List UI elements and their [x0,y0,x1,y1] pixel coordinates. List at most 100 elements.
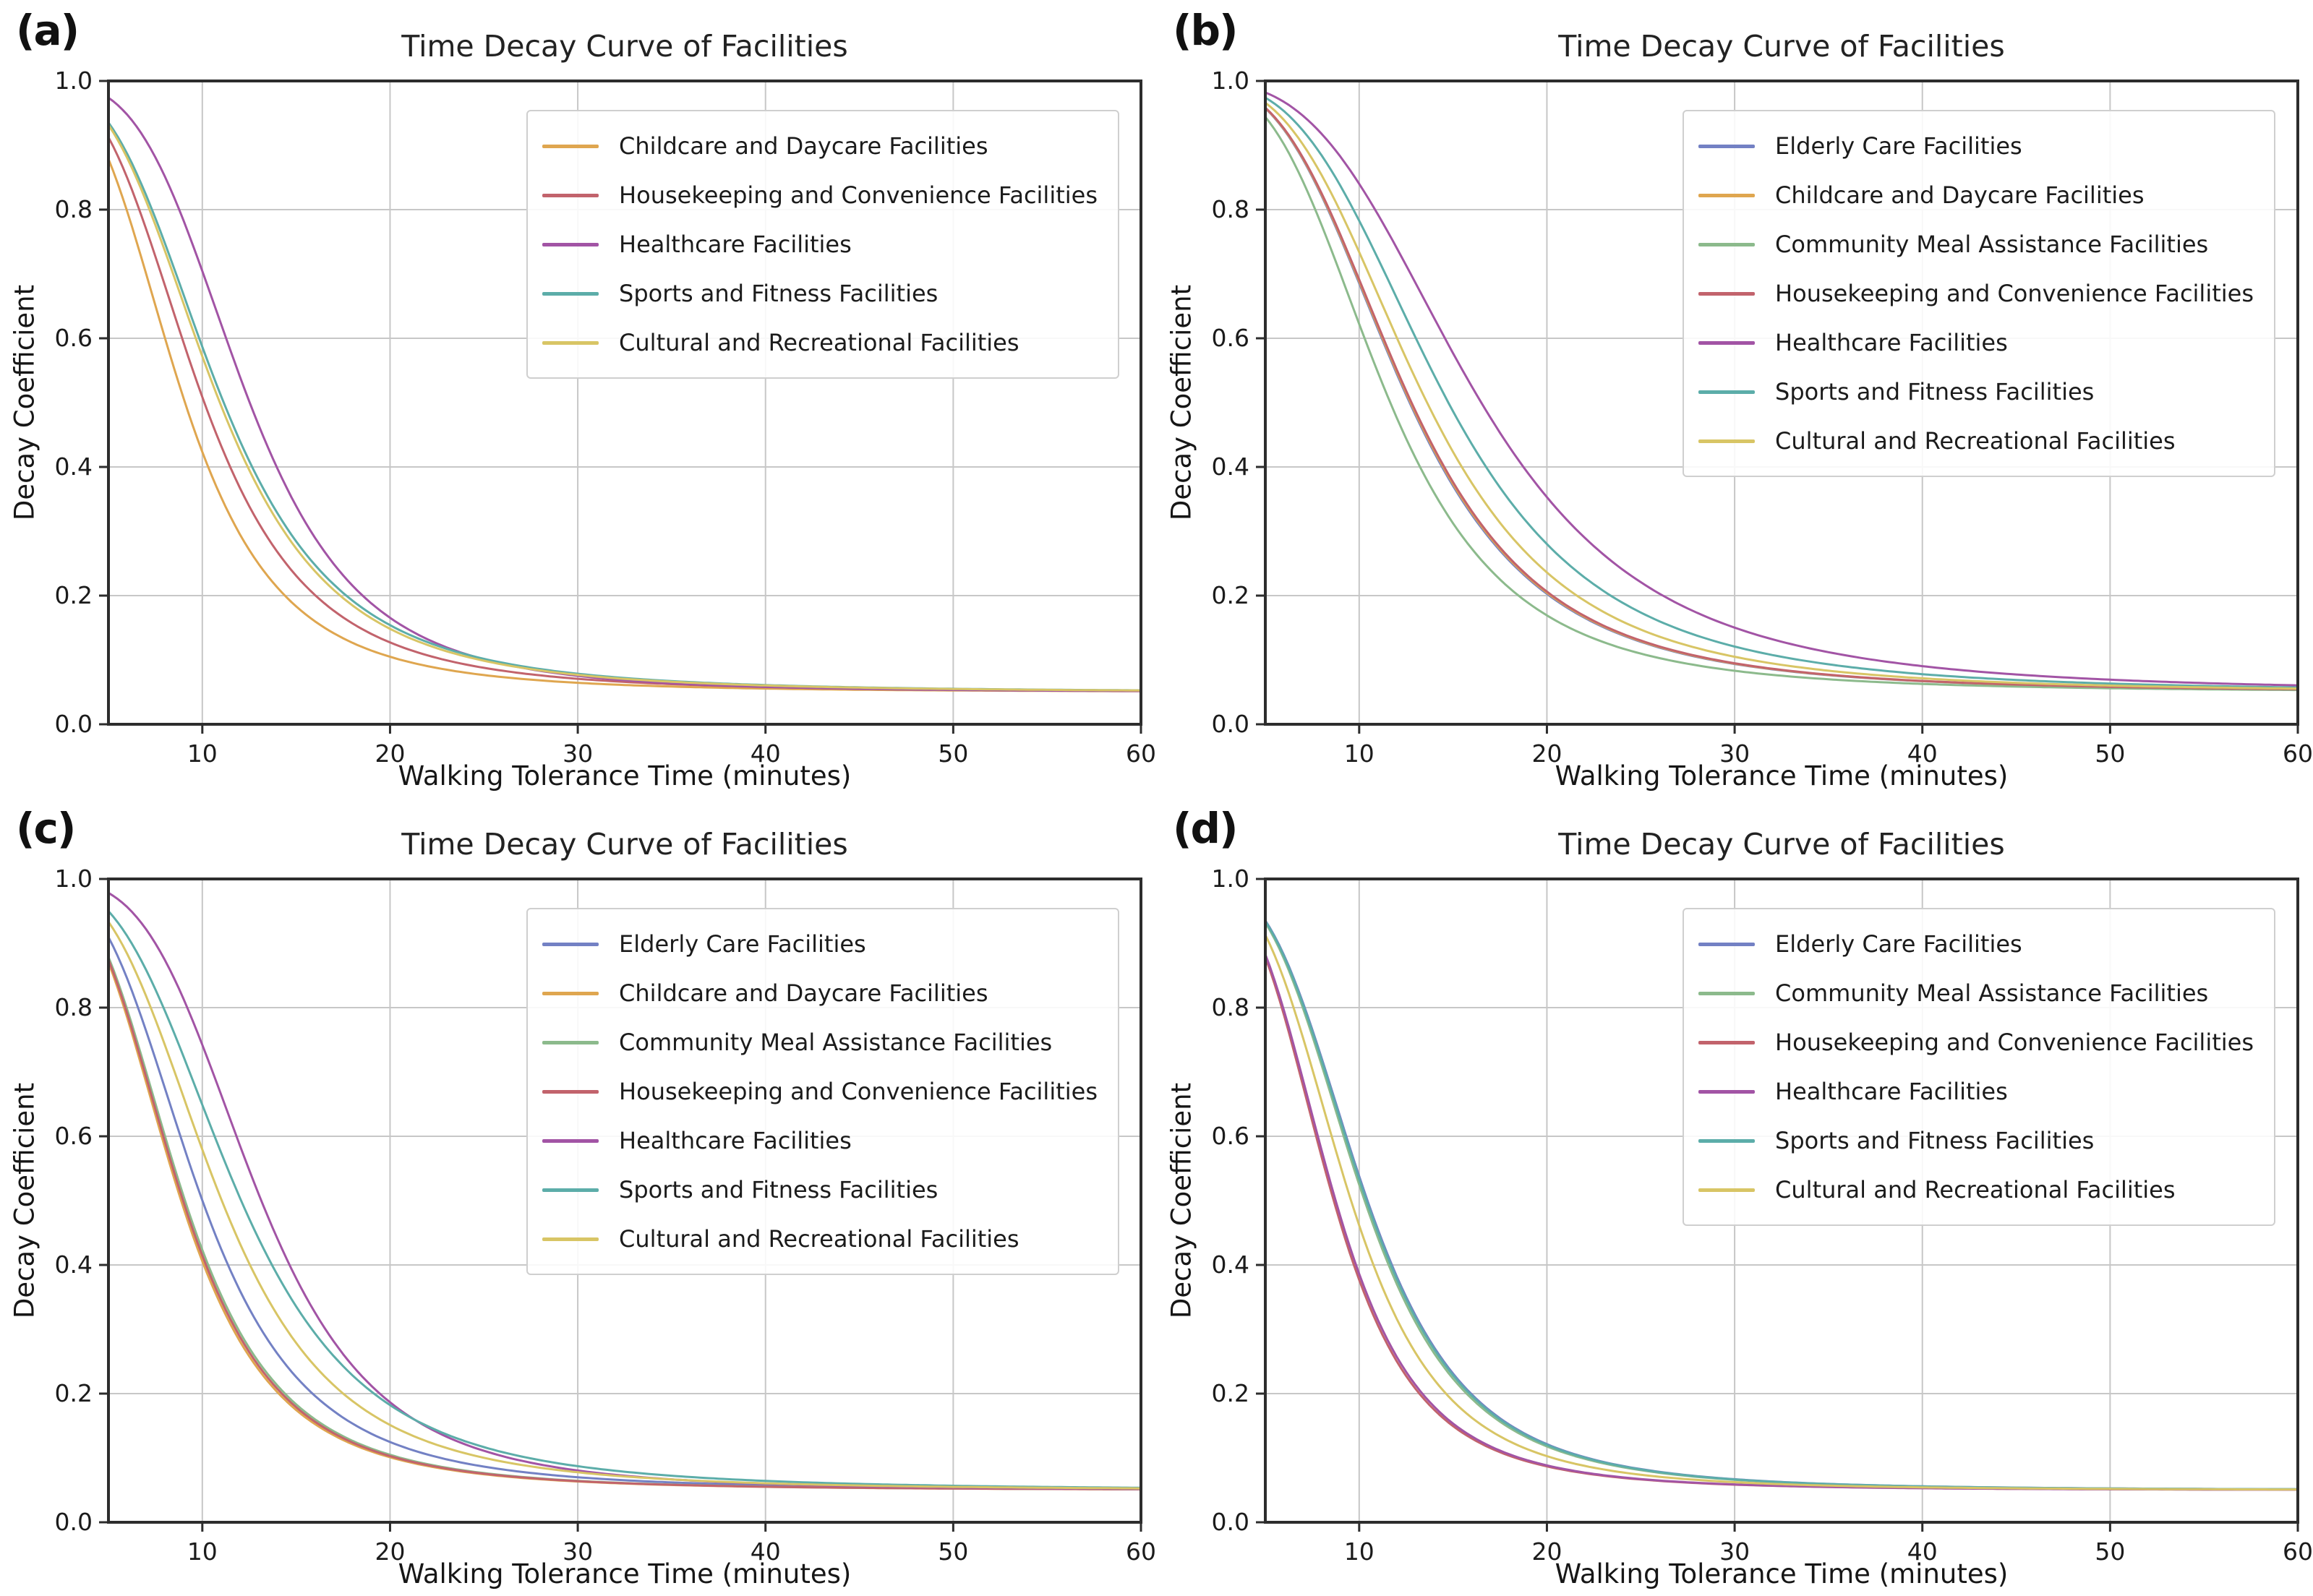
panel-c-plot-canvas: 10 20 30 40 50 60 0.0 0.2 0.4 0.6 0.8 1.0 [55,864,1156,1566]
panel-c-legend: Elderly Care Facilities Childcare and Day… [526,908,1119,1275]
legend-item: Community Meal Assistance Facilities [1698,220,2254,269]
y-tick-label: 0.2 [55,581,93,609]
plot-frame [1264,80,2299,726]
x-tick-label: 60 [1126,1537,1156,1566]
legend-label: Sports and Fitness Facilities [619,1176,939,1204]
x-tick-label: 60 [1126,739,1156,768]
y-tick-label: 0.6 [55,324,93,352]
legend-line-swatch [1698,439,1756,443]
panel-c: (c) Time Decay Curve of Facilities 10 20 3… [0,798,1157,1596]
panel-a-title: Time Decay Curve of Facilities [401,29,848,64]
legend-label: Sports and Fitness Facilities [619,280,939,307]
panel-c-x-axis-label: Walking Tolerance Time (minutes) [398,1558,852,1589]
x-tick-label: 30 [563,739,593,768]
panel-d-y-axis-label: Decay Coefficient [1166,1082,1197,1319]
legend-line-swatch [542,1089,599,1094]
x-tick-label: 60 [2283,1537,2313,1566]
legend-item: Elderly Care Facilities [1698,121,2254,171]
x-tick-label: 20 [375,739,405,768]
legend-label: Elderly Care Facilities [1775,132,2022,160]
x-tick-label: 30 [1719,739,1750,768]
panel-b: (b) Time Decay Curve of Facilities 10 20 3… [1157,0,2313,798]
y-tick-label: 0.2 [55,1379,93,1407]
y-tick-label: 0.6 [55,1122,93,1150]
legend-line-swatch [542,144,599,148]
legend-item: Sports and Fitness Facilities [1698,1116,2254,1165]
legend-line-swatch [542,193,599,197]
panel-b-x-axis-label: Walking Tolerance Time (minutes) [1555,760,2009,791]
x-tick-label: 10 [187,1537,218,1566]
x-tick-label: 10 [187,739,218,768]
legend-line-swatch [542,1237,599,1241]
legend-item: Sports and Fitness Facilities [542,269,1098,318]
legend-item: Housekeeping and Convenience Facilities [542,171,1098,220]
panel-b-y-axis-label: Decay Coefficient [1166,284,1197,521]
y-tick-label: 0.8 [55,195,93,223]
legend-label: Community Meal Assistance Facilities [1775,979,2209,1007]
y-tick-label: 0.4 [1212,452,1249,481]
legend-line-swatch [1698,1089,1756,1094]
x-tick-label: 10 [1344,739,1374,768]
x-tick-label: 20 [1531,739,1562,768]
legend-item: Cultural and Recreational Facilities [1698,416,2254,466]
plot-frame [1264,878,2299,1524]
legend-label: Childcare and Daycare Facilities [619,979,988,1007]
y-tick-label: 0.0 [55,710,93,738]
legend-item: Elderly Care Facilities [542,919,1098,969]
legend-label: Housekeeping and Convenience Facilities [1775,1029,2254,1056]
legend-label: Healthcare Facilities [1775,329,2008,356]
panel-a-x-axis-label: Walking Tolerance Time (minutes) [398,760,852,791]
legend-item: Elderly Care Facilities [1698,919,2254,969]
legend-line-swatch [542,942,599,946]
legend-label: Sports and Fitness Facilities [1775,1127,2095,1154]
x-tick-label: 40 [751,1537,781,1566]
legend-line-swatch [1698,991,1756,995]
x-tick-label: 40 [1907,1537,1938,1566]
legend-label: Childcare and Daycare Facilities [1775,181,2145,209]
legend-label: Healthcare Facilities [1775,1078,2008,1105]
x-tick-label: 50 [2095,1537,2125,1566]
y-tick-label: 0.4 [55,452,93,481]
legend-item: Healthcare Facilities [1698,1067,2254,1116]
legend-line-swatch [542,1138,599,1143]
x-tick-label: 10 [1344,1537,1374,1566]
x-tick-label: 30 [1719,1537,1750,1566]
legend-line-swatch [1698,144,1756,148]
curve-cultural-and-recreational-facilities [107,124,1142,692]
legend-line-swatch [1698,340,1756,345]
curve-community-meal-assistance-facilities [1264,116,2298,692]
legend-line-swatch [542,340,599,345]
x-tick-label: 60 [2283,739,2313,768]
panel-b-letter: (b) [1173,6,1239,55]
curve-cultural-and-recreational-facilities [1264,934,2298,1491]
panel-b-legend: Elderly Care Facilities Childcare and Day… [1683,110,2275,477]
legend-label: Community Meal Assistance Facilities [619,1029,1053,1056]
y-tick-label: 0.8 [55,993,93,1021]
curve-housekeeping-and-convenience-facilities [1264,106,2298,690]
legend-item: Childcare and Daycare Facilities [542,969,1098,1018]
legend-line-swatch [542,991,599,995]
legend-line-swatch [1698,390,1756,394]
legend-label: Cultural and Recreational Facilities [1775,427,2176,455]
x-tick-label: 20 [1531,1537,1562,1566]
legend-item: Sports and Fitness Facilities [542,1165,1098,1214]
curve-cultural-and-recreational-facilities [107,921,1141,1490]
panel-a: (a) Time Decay Curve of Facilities 10 20 3… [0,0,1157,798]
legend-line-swatch [1698,291,1756,296]
y-tick-label: 1.0 [55,864,93,893]
x-tick-label: 30 [563,1537,593,1566]
x-tick-label: 40 [751,739,781,768]
y-tick-label: 0.6 [1212,324,1249,352]
x-tick-label: 40 [1907,739,1938,768]
y-tick-label: 0.0 [1212,710,1249,738]
legend-item: Housekeeping and Convenience Facilities [542,1067,1098,1116]
panel-c-y-axis-label: Decay Coefficient [9,1082,40,1319]
legend-item: Childcare and Daycare Facilities [542,121,1098,171]
legend-label: Healthcare Facilities [619,231,852,258]
curve-cultural-and-recreational-facilities [1265,101,2299,690]
legend-line-swatch [1698,1188,1756,1192]
legend-item: Sports and Fitness Facilities [1698,367,2254,416]
curve-sports-and-fitness-facilities [1265,96,2299,689]
legend-label: Housekeeping and Convenience Facilities [619,181,1098,209]
